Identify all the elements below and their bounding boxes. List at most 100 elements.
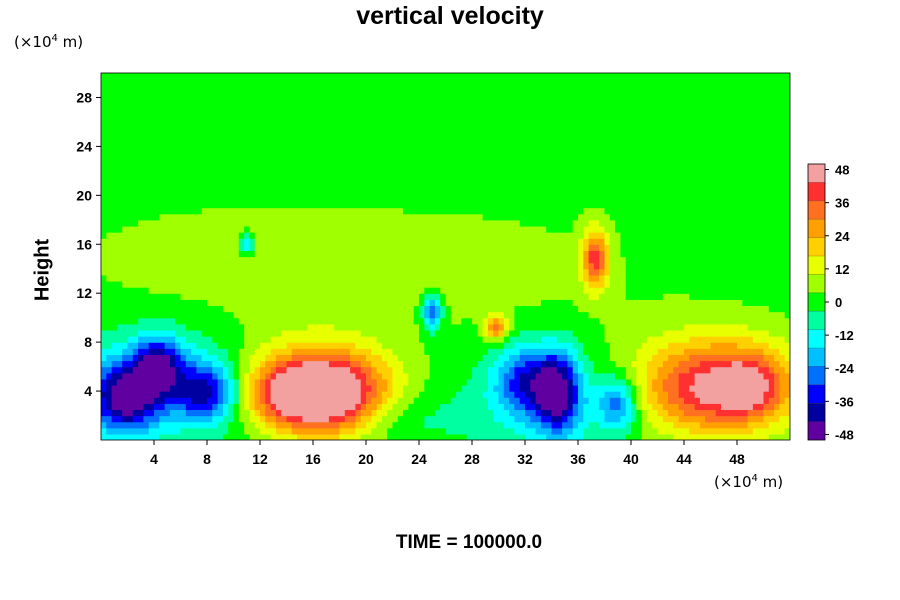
field-cell <box>201 280 208 288</box>
field-cell <box>588 262 595 270</box>
field-cell <box>482 397 489 404</box>
field-cell <box>138 366 144 374</box>
field-cell <box>615 342 621 349</box>
field-cell <box>562 207 568 215</box>
field-cell <box>710 323 717 331</box>
field-cell <box>180 238 187 245</box>
field-cell <box>244 348 250 355</box>
field-cell <box>270 219 277 227</box>
field-cell <box>588 238 595 245</box>
field-cell <box>429 348 436 355</box>
field-cell <box>699 225 706 233</box>
field-cell <box>154 299 160 307</box>
field-cell <box>106 384 113 392</box>
field-cell <box>631 299 637 307</box>
field-cell <box>434 378 441 386</box>
field-cell <box>509 311 515 319</box>
field-cell <box>429 409 436 417</box>
field-cell <box>737 299 743 307</box>
field-cell <box>281 409 288 417</box>
field-cell <box>217 348 224 355</box>
field-cell <box>154 384 160 392</box>
field-cell <box>313 427 319 435</box>
field-cell <box>148 384 155 392</box>
field-cell <box>344 366 351 374</box>
field-cell <box>684 421 690 429</box>
field-cell <box>132 421 139 429</box>
field-cell <box>593 348 600 355</box>
field-cell <box>339 293 346 300</box>
field-cell <box>784 427 790 435</box>
field-cell <box>546 409 553 417</box>
field-cell <box>498 329 505 337</box>
field-cell <box>620 219 627 227</box>
field-cell <box>408 336 415 343</box>
field-cell <box>699 336 706 343</box>
field-cell <box>747 336 754 343</box>
field-cell <box>106 372 113 380</box>
field-cell <box>429 372 436 380</box>
field-cell <box>482 366 489 374</box>
field-cell <box>217 317 224 325</box>
field-cell <box>546 366 553 374</box>
field-cell <box>376 421 383 429</box>
field-cell <box>254 250 261 258</box>
field-cell <box>450 225 457 233</box>
field-cell <box>721 274 727 282</box>
field-cell <box>726 305 733 313</box>
field-cell <box>175 293 182 300</box>
field-cell <box>646 348 653 355</box>
field-cell <box>763 342 770 349</box>
field-cell <box>620 250 627 258</box>
field-cell <box>774 207 780 215</box>
field-cell <box>419 311 425 319</box>
field-cell <box>169 329 176 337</box>
field-cell <box>318 213 325 221</box>
field-cell <box>111 378 118 386</box>
field-cell <box>191 262 197 270</box>
field-cell <box>191 336 197 343</box>
field-cell <box>265 354 272 362</box>
field-cell <box>360 274 367 282</box>
field-cell <box>498 336 505 343</box>
field-cell <box>551 336 558 343</box>
field-cell <box>122 262 129 270</box>
field-cell <box>154 244 160 251</box>
field-cell <box>758 232 765 239</box>
field-cell <box>265 378 272 386</box>
field-cell <box>625 317 632 325</box>
field-cell <box>233 268 240 276</box>
field-cell <box>721 397 727 404</box>
field-cell <box>207 348 213 355</box>
field-cell <box>477 391 484 398</box>
field-cell <box>694 232 701 239</box>
field-cell <box>450 403 457 411</box>
field-cell <box>286 354 293 362</box>
field-cell <box>366 256 372 264</box>
field-cell <box>779 238 786 245</box>
field-cell <box>768 403 775 411</box>
field-cell <box>546 372 553 380</box>
field-cell <box>503 287 510 294</box>
field-cell <box>297 366 303 374</box>
field-cell <box>583 415 590 423</box>
field-cell <box>737 311 743 319</box>
field-cell <box>774 433 780 440</box>
field-cell <box>519 336 526 343</box>
field-cell <box>519 329 526 337</box>
field-cell <box>307 311 314 319</box>
field-cell <box>106 305 113 313</box>
field-cell <box>774 219 780 227</box>
field-cell <box>689 213 696 221</box>
field-cell <box>710 305 717 313</box>
field-cell <box>450 391 457 398</box>
field-cell <box>281 207 288 215</box>
field-cell <box>419 219 425 227</box>
field-cell <box>371 403 378 411</box>
field-cell <box>482 305 489 313</box>
field-cell <box>689 415 696 423</box>
field-cell <box>249 268 256 276</box>
field-cell <box>715 287 722 294</box>
field-cell <box>604 250 611 258</box>
field-cell <box>212 409 219 417</box>
